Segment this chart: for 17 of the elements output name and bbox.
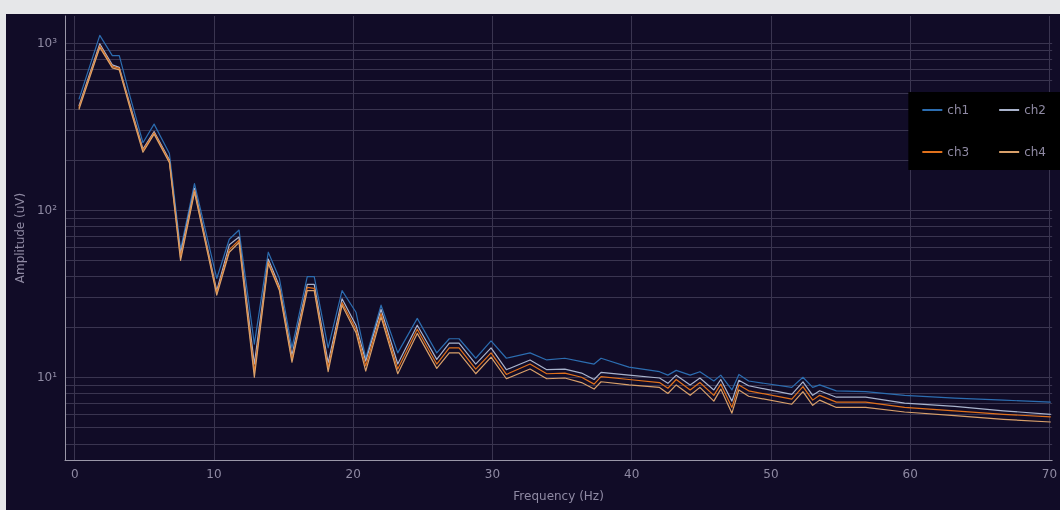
y-tick-label: 10³: [36, 35, 58, 50]
x-tick-label: 10: [206, 467, 222, 481]
legend-label: ch1: [947, 103, 970, 117]
legend-label: ch2: [1024, 103, 1047, 117]
x-tick-label: 50: [763, 467, 779, 481]
y-axis-title: Amplitude (uV): [13, 192, 27, 284]
x-tick-label: 70: [1041, 467, 1058, 481]
x-tick-label: 60: [902, 467, 918, 481]
x-axis-title: Frequency (Hz): [513, 489, 604, 503]
x-tick-label: 0: [70, 467, 79, 481]
x-tick-label: 40: [624, 467, 640, 481]
x-tick-label: 30: [484, 467, 501, 481]
legend-label: ch3: [947, 145, 970, 159]
y-tick-label: 10²: [36, 203, 58, 218]
y-tick-label: 10¹: [36, 370, 58, 385]
x-tick-label: 20: [345, 467, 361, 481]
legend-label: ch4: [1024, 145, 1047, 159]
